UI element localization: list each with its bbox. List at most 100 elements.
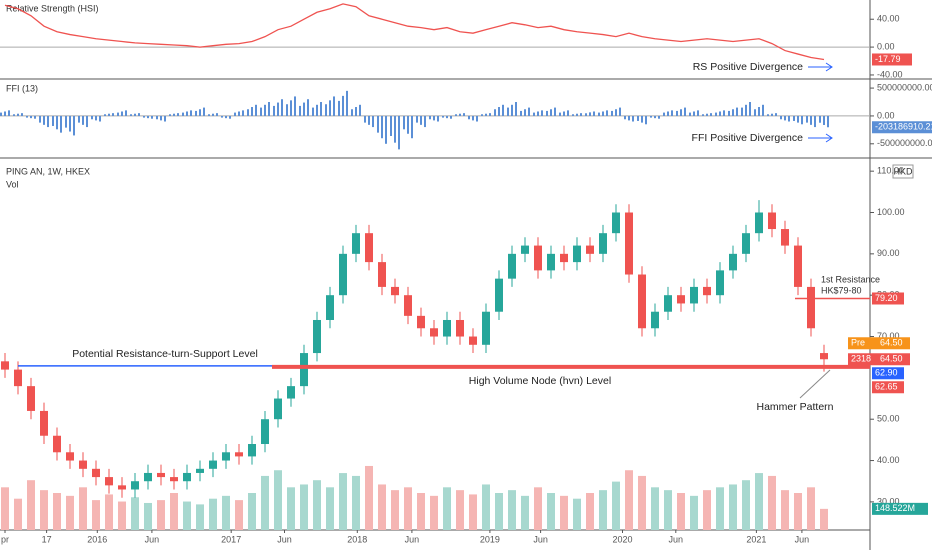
candle-body bbox=[677, 295, 685, 304]
volume-bar bbox=[339, 473, 347, 530]
candle-body bbox=[625, 212, 633, 275]
annotation: 1st Resistance bbox=[821, 274, 880, 284]
ffi-bar bbox=[216, 113, 218, 116]
volume-bar bbox=[690, 495, 698, 530]
ffi-bar bbox=[706, 113, 708, 116]
ffi-bar bbox=[619, 107, 621, 116]
ffi-bar bbox=[437, 115, 439, 122]
ffi-bar bbox=[147, 115, 149, 119]
y-tick-label: 90.00 bbox=[877, 248, 900, 258]
volume-bar bbox=[469, 494, 477, 530]
ffi-bar bbox=[732, 109, 734, 116]
ffi-bar bbox=[47, 115, 49, 128]
candle-body bbox=[144, 472, 152, 482]
ffi-bar bbox=[130, 114, 132, 116]
ffi-bar bbox=[208, 114, 210, 116]
ffi-bar bbox=[173, 113, 175, 116]
ffi-bar bbox=[754, 109, 756, 116]
volume-bar bbox=[196, 504, 204, 530]
ffi-bar bbox=[177, 113, 179, 116]
ffi-bar bbox=[667, 111, 669, 116]
candle-body bbox=[729, 253, 737, 271]
ffi-bar bbox=[52, 115, 54, 126]
volume-bar bbox=[287, 487, 295, 530]
ffi-bar bbox=[827, 115, 829, 128]
volume-bar bbox=[495, 493, 503, 530]
volume-bar bbox=[40, 490, 48, 530]
ffi-bar bbox=[56, 115, 58, 130]
candle-body bbox=[131, 481, 139, 490]
level-value-box bbox=[872, 292, 904, 305]
volume-bar bbox=[209, 498, 217, 530]
ffi-bar bbox=[290, 100, 292, 116]
level-value: 62.90 bbox=[875, 368, 898, 378]
ffi-bar bbox=[567, 110, 569, 116]
ffi-bar bbox=[229, 115, 231, 119]
ffi-bar bbox=[788, 115, 790, 122]
ffi-bar bbox=[628, 115, 630, 121]
volume-bar bbox=[755, 473, 763, 530]
candle-body bbox=[326, 295, 334, 320]
ffi-bar bbox=[221, 115, 223, 118]
ffi-bar bbox=[394, 115, 396, 143]
panel-title: PING AN, 1W, HKEX bbox=[6, 166, 90, 176]
ffi-bar bbox=[637, 115, 639, 121]
volume-bar bbox=[170, 493, 178, 530]
ffi-bar bbox=[793, 115, 795, 121]
x-tick-label: Jun bbox=[669, 534, 684, 544]
ffi-bar bbox=[26, 115, 28, 118]
ffi-bar bbox=[446, 115, 448, 119]
annotation: FFI Positive Divergence bbox=[692, 132, 804, 144]
ffi-bar bbox=[459, 113, 461, 116]
ffi-bar bbox=[485, 113, 487, 116]
ffi-bar bbox=[433, 115, 435, 121]
candle-body bbox=[638, 274, 646, 329]
ffi-bar bbox=[819, 115, 821, 123]
ffi-bar bbox=[299, 105, 301, 116]
volume-bar bbox=[651, 487, 659, 530]
ffi-bar bbox=[359, 104, 361, 116]
ffi-bar bbox=[741, 107, 743, 116]
volume-bar bbox=[443, 487, 451, 530]
ffi-bar bbox=[199, 109, 201, 116]
ffi-bar bbox=[312, 107, 314, 116]
candle-body bbox=[573, 245, 581, 263]
candle-body bbox=[443, 319, 451, 337]
ffi-bar bbox=[377, 115, 379, 133]
ffi-bar bbox=[117, 112, 119, 116]
ffi-bar bbox=[650, 115, 652, 118]
ffi-bar bbox=[554, 107, 556, 116]
volume-bar bbox=[14, 498, 22, 530]
candle-body bbox=[508, 253, 516, 279]
volume-bar bbox=[742, 480, 750, 530]
level-value: 64.50 bbox=[880, 354, 903, 364]
volume-bar bbox=[482, 484, 490, 530]
ffi-bar bbox=[589, 112, 591, 116]
ffi-bar bbox=[190, 110, 192, 116]
volume-bar bbox=[79, 487, 87, 530]
ffi-bar bbox=[151, 115, 153, 119]
candle-body bbox=[339, 253, 347, 296]
ffi-bar bbox=[264, 104, 266, 116]
candle-body bbox=[703, 286, 711, 296]
candle-body bbox=[469, 336, 477, 345]
ffi-bar bbox=[585, 113, 587, 116]
ffi-bar bbox=[242, 110, 244, 116]
ffi-bar bbox=[420, 115, 422, 125]
candle-body bbox=[53, 435, 61, 453]
candle-body bbox=[651, 311, 659, 329]
level-value: 79.20 bbox=[875, 293, 898, 303]
candle-body bbox=[365, 233, 373, 263]
candle-body bbox=[274, 398, 282, 420]
rs-line bbox=[4, 3, 825, 61]
volume-bar bbox=[508, 490, 516, 530]
volume-bar bbox=[53, 493, 61, 530]
volume-bar bbox=[534, 487, 542, 530]
ffi-bar bbox=[247, 109, 249, 116]
annotation: Potential Resistance-turn-Support Level bbox=[72, 348, 258, 360]
ffi-bar bbox=[450, 115, 452, 119]
volume-bar bbox=[300, 484, 308, 530]
candle-body bbox=[170, 477, 178, 482]
x-tick-label: pr bbox=[1, 534, 9, 544]
ffi-bar bbox=[806, 115, 808, 123]
